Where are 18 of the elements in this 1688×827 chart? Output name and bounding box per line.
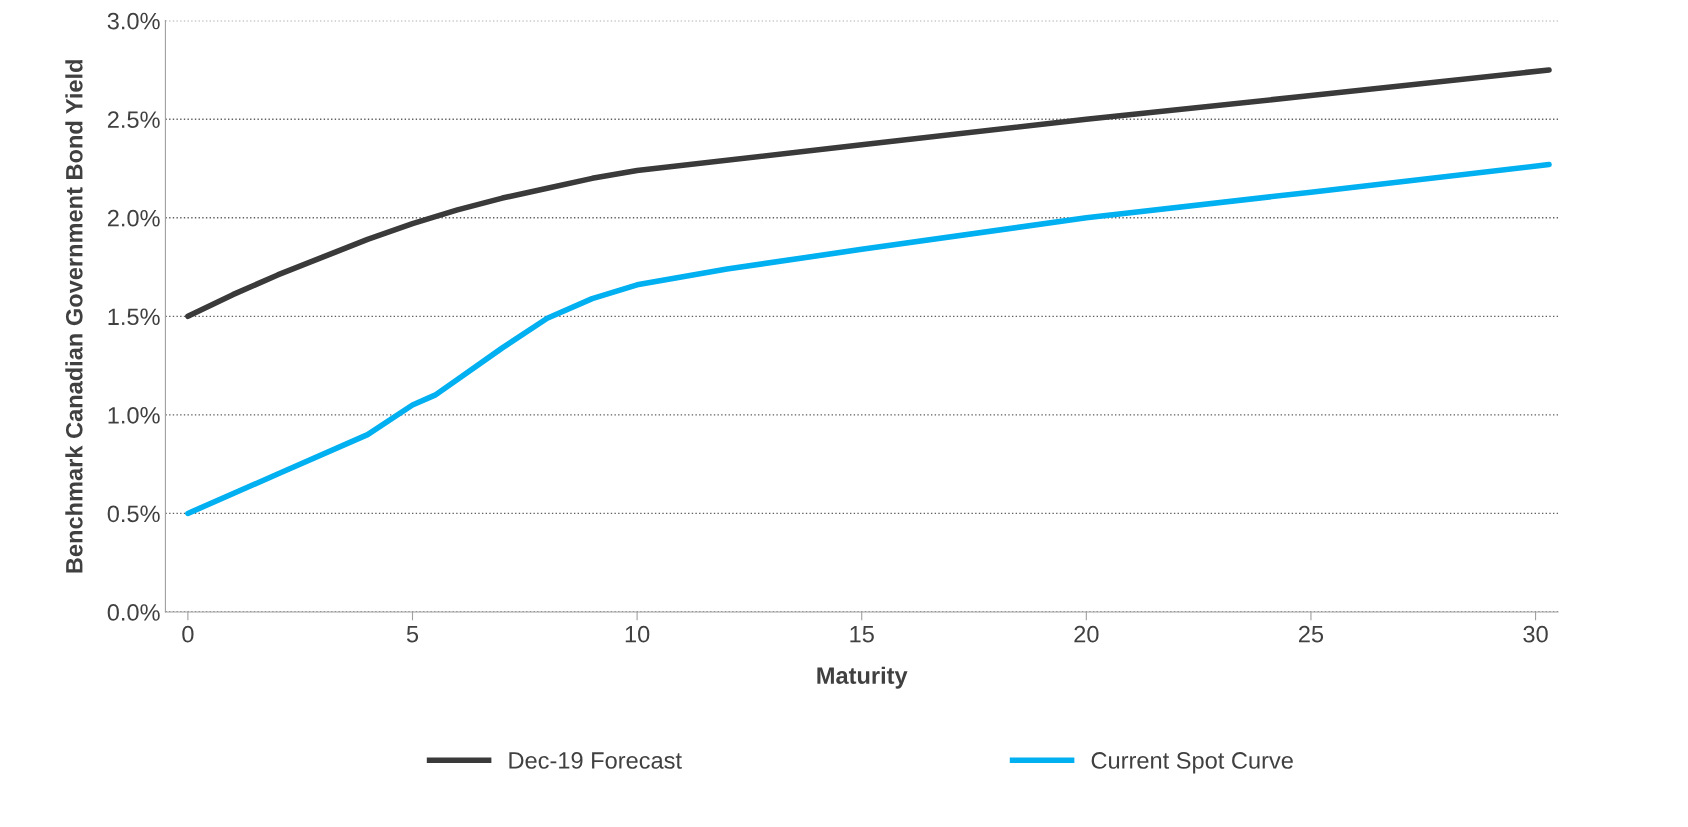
x-axis-title: Maturity bbox=[817, 666, 908, 689]
x-tick-label: 25 bbox=[1299, 625, 1324, 643]
legend-label: Dec-19 Forecast bbox=[509, 752, 682, 769]
legend-label: Current Spot Curve bbox=[1091, 752, 1293, 774]
y-axis-title: Benchmark Canadian Government Bond Yield bbox=[65, 60, 83, 573]
y-tick-label: 2.5% bbox=[107, 111, 160, 129]
x-tick-label: 20 bbox=[1074, 625, 1099, 643]
x-tick-label: 15 bbox=[850, 626, 874, 643]
y-tick-label: 0.5% bbox=[107, 505, 160, 523]
x-tick-label: 0 bbox=[182, 625, 194, 643]
x-tick-label: 30 bbox=[1523, 625, 1548, 643]
y-tick-label: 2.0% bbox=[107, 209, 160, 227]
x-tick-label: 10 bbox=[625, 625, 650, 643]
y-tick-label: 1.0% bbox=[108, 406, 160, 424]
y-tick-label: 1.5% bbox=[108, 308, 160, 326]
x-tick-label: 5 bbox=[406, 626, 419, 643]
y-tick-label: 3.0% bbox=[107, 12, 160, 30]
y-tick-label: 0.0% bbox=[107, 604, 160, 621]
